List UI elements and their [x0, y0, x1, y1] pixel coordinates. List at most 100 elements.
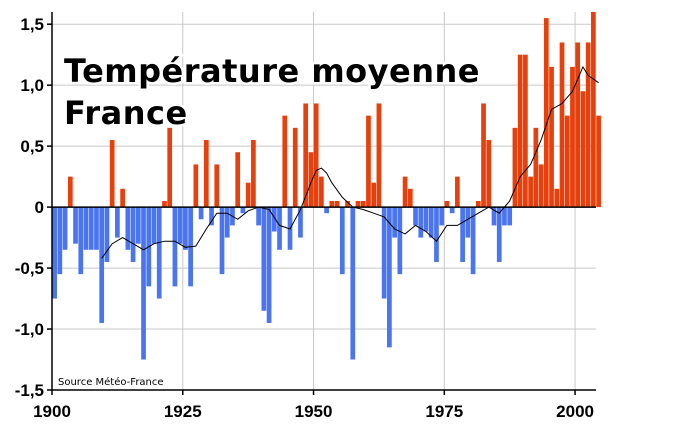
bar-1936 [240, 207, 246, 214]
bar-1905 [78, 207, 84, 275]
trend-line [101, 65, 599, 259]
bar-1947 [298, 207, 303, 238]
bar-1996 [554, 188, 560, 208]
x-tick-label: 1950 [295, 402, 333, 421]
bar-1938 [251, 140, 256, 208]
bar-1909 [99, 207, 105, 323]
bar-1927 [193, 164, 199, 208]
bar-1979 [465, 207, 471, 238]
bar-2000 [575, 42, 581, 208]
bar-1917 [141, 207, 146, 360]
bar-2001 [580, 91, 586, 208]
bar-1948 [303, 103, 309, 208]
bar-1908 [94, 207, 99, 250]
bar-1928 [198, 207, 204, 220]
x-tick-label: 2000 [556, 402, 594, 421]
bar-1930 [209, 207, 214, 226]
bar-1991 [528, 176, 533, 208]
bar-1924 [177, 207, 183, 244]
bar-1983 [486, 140, 492, 208]
bar-1916 [135, 207, 141, 244]
bar-1998 [564, 115, 570, 208]
bar-1958 [355, 201, 361, 208]
bar-1989 [517, 54, 523, 208]
bar-1913 [120, 188, 125, 208]
bar-1941 [266, 207, 272, 323]
bar-1910 [104, 207, 110, 262]
bar-1955 [339, 207, 345, 275]
bar-1935 [235, 152, 241, 208]
bar-series [52, 12, 601, 360]
bar-1990 [523, 54, 528, 208]
bar-1957 [350, 207, 356, 360]
bar-1902 [62, 207, 68, 250]
bar-1970 [418, 207, 424, 238]
bar-1956 [345, 201, 350, 208]
y-tick-label: -1,0 [15, 320, 44, 339]
bar-1968 [407, 188, 413, 208]
bar-1987 [507, 207, 513, 226]
bar-2004 [596, 115, 601, 208]
bar-1995 [549, 66, 554, 208]
bar-1982 [481, 103, 486, 208]
bar-1929 [203, 140, 209, 208]
bar-2003 [591, 12, 596, 208]
chart-title-line-1: Température moyenne [64, 52, 480, 90]
x-tick-labels: 1900 1925 1950 1975 2000 [33, 402, 594, 421]
bar-1901 [57, 207, 63, 275]
x-tick-label: 1975 [425, 402, 463, 421]
bar-1933 [224, 207, 230, 238]
y-tick-label: 0,5 [20, 137, 44, 156]
bar-1985 [496, 207, 502, 262]
bar-1950 [313, 103, 319, 208]
bar-1999 [570, 66, 575, 208]
bar-1977 [455, 176, 460, 208]
bar-1919 [151, 207, 157, 244]
bar-1939 [256, 207, 261, 226]
bar-1922 [167, 127, 173, 208]
bar-1937 [245, 182, 251, 208]
bar-1931 [214, 164, 220, 208]
bar-1912 [115, 207, 120, 238]
bar-1963 [381, 207, 387, 299]
bar-1903 [67, 176, 73, 208]
y-tick-label: 1,5 [20, 15, 44, 34]
bar-1932 [219, 207, 225, 275]
bar-1966 [397, 207, 403, 275]
bar-1904 [73, 207, 78, 244]
bar-1900 [52, 207, 57, 299]
bar-1994 [543, 18, 549, 208]
bar-1969 [413, 207, 418, 226]
bar-1959 [360, 201, 366, 208]
axes [47, 12, 596, 395]
bar-1940 [261, 207, 267, 311]
y-tick-label: -1,5 [15, 381, 44, 400]
bar-1993 [538, 164, 544, 208]
bar-1986 [502, 207, 507, 226]
bar-1951 [319, 176, 324, 208]
x-tick-label: 1925 [164, 402, 202, 421]
bar-1976 [449, 207, 455, 214]
bar-1975 [444, 201, 450, 208]
source-note: Source Météo-France [58, 376, 164, 388]
bar-1971 [423, 207, 429, 232]
bar-1964 [387, 207, 392, 348]
bar-1965 [392, 207, 397, 238]
bar-1906 [83, 207, 89, 250]
bar-1946 [292, 127, 298, 208]
y-tick-label: 1,0 [20, 76, 44, 95]
bar-1942 [271, 207, 277, 232]
bar-1997 [559, 42, 565, 208]
x-tick-label: 1900 [33, 402, 71, 421]
bar-1978 [460, 207, 465, 262]
bar-1967 [402, 176, 408, 208]
bar-1944 [282, 115, 288, 208]
bar-1961 [371, 182, 377, 208]
bar-1954 [334, 201, 340, 208]
bar-1984 [491, 207, 497, 226]
bar-1915 [130, 207, 136, 262]
bar-1943 [277, 207, 282, 250]
bar-1962 [376, 103, 382, 208]
bar-1992 [533, 127, 539, 208]
